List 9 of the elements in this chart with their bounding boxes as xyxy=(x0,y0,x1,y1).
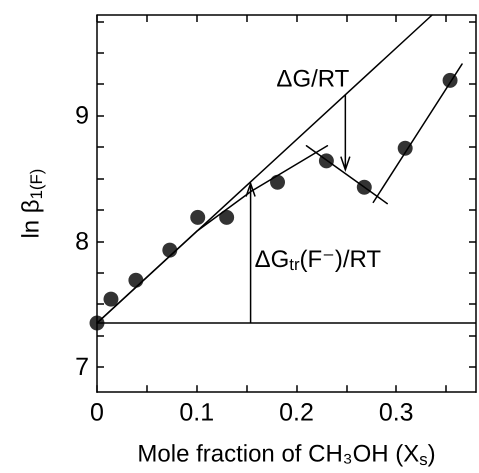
x-tick-label: 0.1 xyxy=(179,398,214,427)
y-tick-label: 9 xyxy=(75,102,89,130)
y-tick-label: 7 xyxy=(75,353,89,382)
annotation: ΔG/RT xyxy=(276,65,350,92)
y-axis-title: ln β1(F) xyxy=(18,168,46,239)
x-tick-label: 0 xyxy=(90,398,104,427)
y-tick-label: 8 xyxy=(75,227,89,256)
x-tick-label: 0.3 xyxy=(378,398,414,427)
x-tick-label: 0.2 xyxy=(279,398,314,427)
